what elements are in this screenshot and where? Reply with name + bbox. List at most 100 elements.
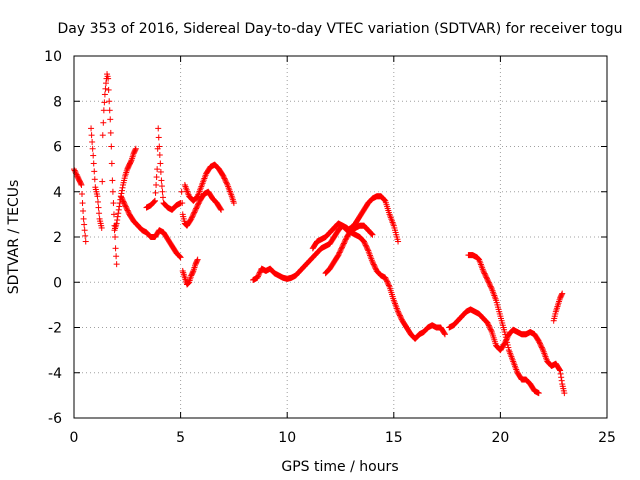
data-point xyxy=(195,200,202,207)
data-point xyxy=(72,168,79,175)
data-point xyxy=(218,206,225,213)
data-point xyxy=(484,319,491,326)
data-point xyxy=(335,250,342,257)
data-point xyxy=(176,253,183,260)
data-point xyxy=(501,329,508,336)
data-point xyxy=(119,195,126,202)
data-point xyxy=(80,207,87,214)
data-point xyxy=(123,204,130,211)
data-points xyxy=(71,71,568,397)
data-point xyxy=(122,202,129,209)
data-point xyxy=(362,242,369,249)
data-point xyxy=(179,200,186,207)
data-point xyxy=(441,330,448,337)
data-point xyxy=(122,203,129,210)
data-point xyxy=(79,200,86,207)
data-point xyxy=(371,264,378,271)
data-point xyxy=(189,213,196,220)
data-point xyxy=(118,194,125,201)
data-point xyxy=(488,284,495,291)
data-point xyxy=(91,168,98,175)
data-point xyxy=(368,231,375,238)
data-point xyxy=(120,199,127,206)
data-point xyxy=(483,274,490,281)
data-point xyxy=(485,321,492,328)
data-point xyxy=(106,98,113,105)
data-point xyxy=(150,199,157,206)
data-point xyxy=(395,309,402,316)
data-point xyxy=(78,181,85,188)
data-point xyxy=(107,129,114,136)
data-point xyxy=(340,241,347,248)
x-tick-label: 0 xyxy=(70,430,79,446)
y-axis-label: SDTVAR / TECUs xyxy=(6,180,22,295)
data-point xyxy=(120,198,127,205)
data-point xyxy=(486,323,493,330)
data-point xyxy=(483,275,490,282)
data-point xyxy=(372,265,379,272)
data-point xyxy=(178,188,185,195)
data-point xyxy=(177,254,184,261)
data-point xyxy=(342,236,349,243)
data-point xyxy=(113,261,120,268)
data-point xyxy=(385,282,392,289)
data-point xyxy=(339,243,346,250)
data-point xyxy=(89,138,96,145)
data-point xyxy=(222,176,229,183)
y-tick-label: 8 xyxy=(53,94,62,110)
data-point xyxy=(155,125,162,132)
data-point xyxy=(81,227,88,234)
data-point xyxy=(98,224,105,231)
data-point xyxy=(370,261,377,268)
data-point xyxy=(536,340,543,347)
data-point xyxy=(91,176,98,183)
data-point xyxy=(192,206,199,213)
x-tick-label: 5 xyxy=(176,430,185,446)
x-tick-label: 15 xyxy=(385,430,403,446)
data-point xyxy=(193,204,200,211)
data-point xyxy=(485,278,492,285)
data-point xyxy=(223,180,230,187)
data-point xyxy=(482,271,489,278)
data-point xyxy=(101,91,108,98)
data-point xyxy=(113,253,120,260)
data-point xyxy=(361,239,368,246)
data-point xyxy=(558,377,565,384)
data-point xyxy=(100,107,107,114)
data-point xyxy=(80,215,87,222)
data-point xyxy=(487,282,494,289)
y-tick-label: 4 xyxy=(53,185,62,201)
data-point xyxy=(502,334,509,341)
data-point xyxy=(363,244,370,251)
tick-labels: 0 5 10 15 20 25 -6 -4 -2 0 2 4 6 8 10 xyxy=(44,49,616,446)
data-point xyxy=(118,187,125,194)
y-tick-label: -6 xyxy=(48,411,62,427)
data-point xyxy=(151,198,158,205)
data-point xyxy=(109,188,116,195)
data-point xyxy=(132,146,139,153)
data-point xyxy=(220,174,227,181)
x-tick-label: 20 xyxy=(491,430,509,446)
data-point xyxy=(116,203,123,210)
data-point xyxy=(155,134,162,141)
data-point xyxy=(113,220,120,227)
data-point xyxy=(395,238,402,245)
data-point xyxy=(484,276,491,283)
data-point xyxy=(488,327,495,334)
data-point xyxy=(82,232,89,239)
data-point xyxy=(336,249,343,256)
x-axis-label: GPS time / hours xyxy=(281,459,398,475)
data-point xyxy=(230,200,237,207)
data-point xyxy=(94,193,101,200)
y-tick-label: -4 xyxy=(48,366,62,382)
data-point xyxy=(557,367,564,374)
data-point xyxy=(480,267,487,274)
data-point xyxy=(558,374,565,381)
data-point xyxy=(368,230,375,237)
data-point xyxy=(106,107,113,114)
data-point xyxy=(158,177,165,184)
data-point xyxy=(108,143,115,150)
data-point xyxy=(123,206,130,213)
data-point xyxy=(82,238,89,245)
data-point xyxy=(105,75,112,82)
